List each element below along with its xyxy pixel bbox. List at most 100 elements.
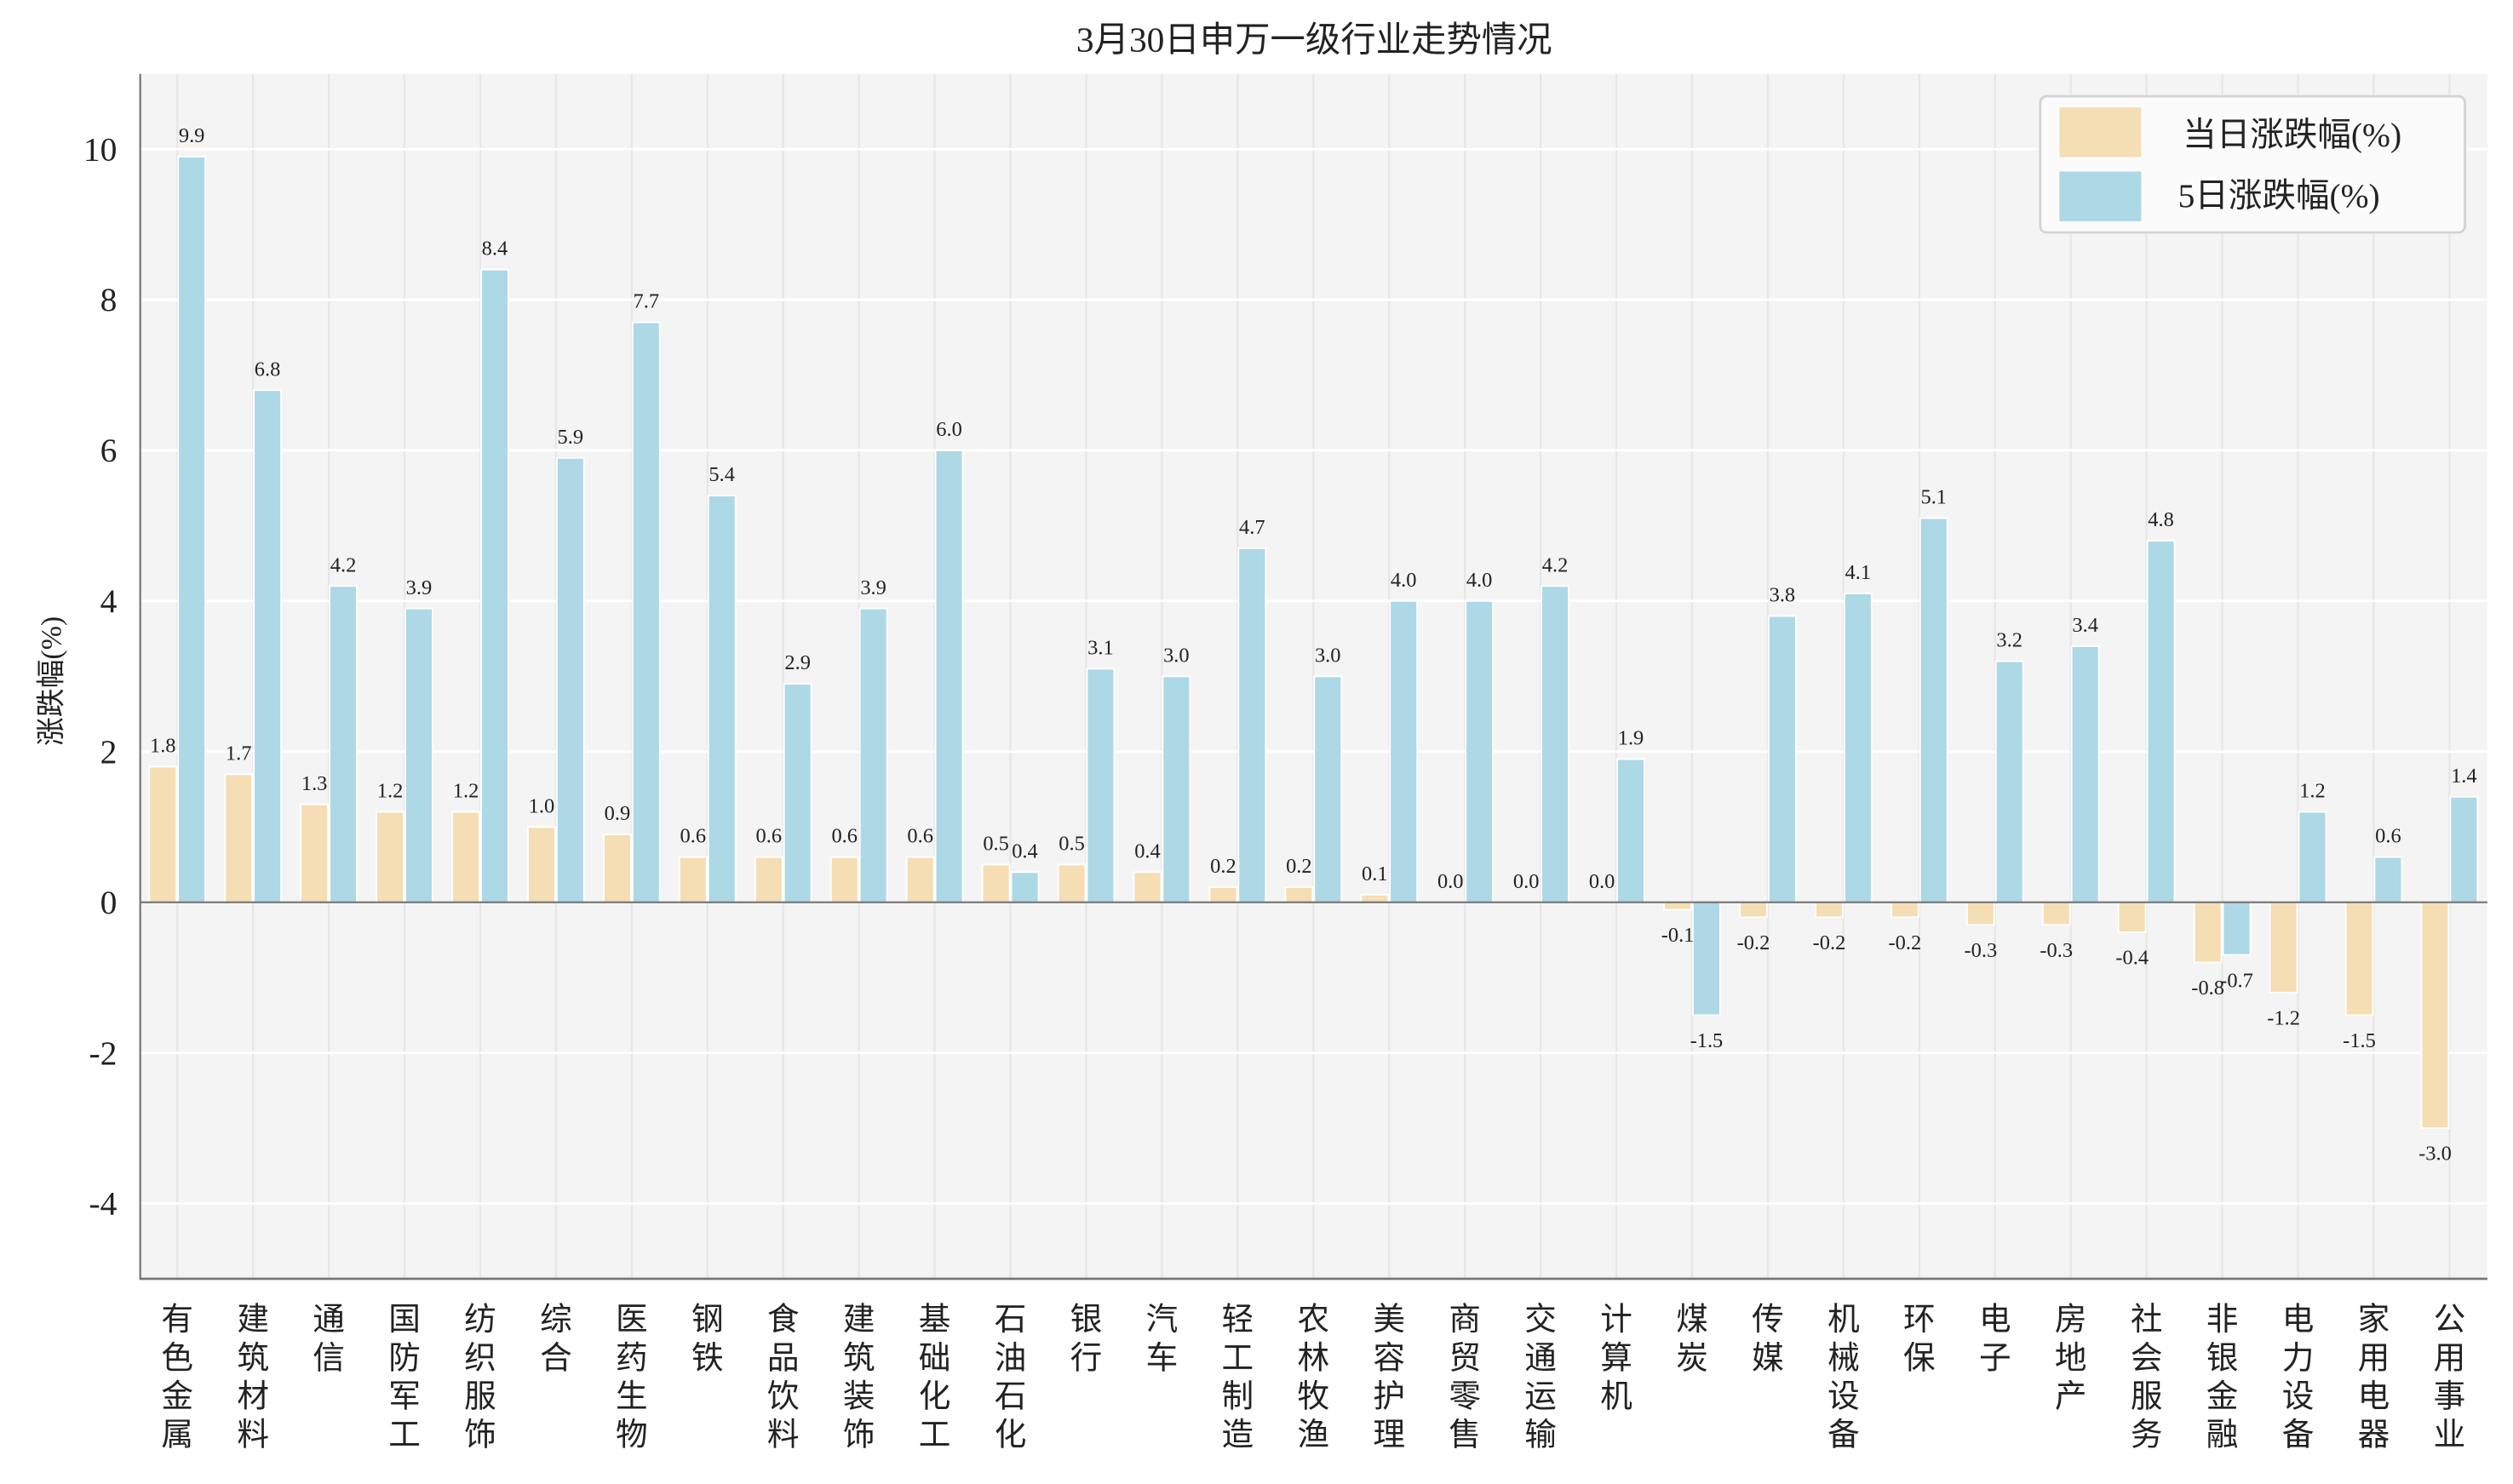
- y-tick-label: 6: [100, 432, 118, 469]
- bar-5day: [2070, 645, 2100, 903]
- x-tick-label: 美容护理: [1373, 1302, 1405, 1453]
- data-label-5day: -1.5: [1690, 1029, 1724, 1052]
- bar-5day: [1919, 517, 1948, 903]
- x-tick-label: 国防军工: [388, 1302, 421, 1453]
- data-label-5day: 4.2: [1542, 553, 1569, 576]
- data-label-5day: 3.9: [860, 576, 886, 599]
- x-tick-label: 交通运输: [1524, 1302, 1557, 1453]
- data-label-5day: 4.2: [330, 553, 357, 576]
- x-tick-label: 有色金属: [161, 1302, 193, 1453]
- y-tick-label: 8: [100, 281, 118, 318]
- data-label-today: 1.8: [150, 735, 176, 758]
- bar-today: [451, 811, 480, 903]
- data-label-5day: 0.6: [2375, 825, 2401, 848]
- bar-5day: [479, 268, 509, 903]
- x-tick-label: 银行: [1070, 1302, 1103, 1376]
- data-label-today: -1.5: [2343, 1029, 2376, 1052]
- data-label-today: -3.0: [2418, 1143, 2452, 1166]
- bar-5day: [934, 450, 964, 903]
- y-tick-label: 10: [83, 130, 118, 168]
- data-label-5day: 4.1: [1845, 561, 1872, 584]
- x-tick-label: 计算机: [1600, 1302, 1632, 1414]
- bar-5day: [783, 683, 812, 903]
- bar-today: [1663, 901, 1693, 911]
- data-label-today: 0.5: [1059, 833, 1085, 856]
- data-label-5day: -0.7: [2220, 969, 2253, 992]
- data-label-5day: 3.8: [1770, 584, 1796, 607]
- x-tick-label: 煤炭: [1676, 1302, 1708, 1376]
- legend: 当日涨跌幅(%) 5日涨跌幅(%): [2039, 95, 2466, 234]
- data-label-today: 0.6: [831, 825, 858, 848]
- bar-today: [1965, 901, 1995, 926]
- x-tick-label: 农林牧渔: [1297, 1302, 1329, 1453]
- x-tick-label: 综合: [540, 1302, 572, 1376]
- bar-5day: [1313, 675, 1343, 903]
- data-label-today: 1.0: [529, 794, 555, 817]
- bar-5day: [1237, 547, 1267, 903]
- data-label-5day: 0.4: [1012, 839, 1038, 862]
- x-tick-label: 轻工制造: [1222, 1302, 1254, 1453]
- x-tick-label: 汽车: [1146, 1302, 1179, 1376]
- bar-today: [2344, 901, 2374, 1017]
- data-label-today: 0.9: [605, 802, 631, 825]
- bar-5day: [2373, 856, 2403, 903]
- bar-today: [148, 765, 178, 903]
- x-tick-label: 纺织服饰: [464, 1302, 496, 1453]
- data-label-5day: 3.0: [1163, 644, 1190, 667]
- data-label-5day: 5.4: [709, 463, 735, 486]
- x-tick-label: 公用事业: [2434, 1302, 2466, 1453]
- bar-today: [1133, 871, 1162, 903]
- bar-5day: [1465, 599, 1495, 903]
- x-tick-label: 食品饮料: [767, 1302, 800, 1453]
- x-tick-label: 传媒: [1752, 1302, 1784, 1376]
- bar-today: [1284, 886, 1314, 903]
- data-label-5day: 8.4: [482, 238, 508, 261]
- data-label-today: 0.1: [1362, 862, 1388, 885]
- x-tick-label: 环保: [1903, 1302, 1936, 1376]
- data-label-5day: 1.2: [2299, 780, 2326, 803]
- bar-5day: [1162, 675, 1191, 903]
- data-label-today: 0.0: [1513, 870, 1540, 893]
- data-label-today: 0.0: [1437, 870, 1464, 893]
- chart-title: 3月30日申万一级行业走势情况: [1076, 20, 1552, 59]
- bar-today: [376, 811, 405, 903]
- bar-5day: [631, 321, 661, 903]
- data-label-5day: 3.1: [1087, 637, 1114, 660]
- bar-today: [829, 856, 859, 903]
- bar-5day: [2449, 795, 2479, 903]
- data-label-5day: 2.9: [784, 651, 811, 674]
- bar-5day: [555, 456, 585, 903]
- x-tick-label: 医药生物: [616, 1302, 648, 1453]
- bar-5day: [1843, 593, 1873, 903]
- data-label-5day: 5.1: [1920, 486, 1947, 509]
- data-label-today: 0.0: [1589, 870, 1615, 893]
- bar-5day: [1767, 615, 1797, 903]
- data-label-today: 0.4: [1134, 839, 1161, 862]
- y-tick-label: 0: [100, 884, 118, 921]
- data-label-today: 0.6: [680, 825, 707, 848]
- y-tick-label: -4: [89, 1185, 117, 1223]
- bar-5day: [404, 607, 433, 903]
- data-label-today: 0.6: [756, 825, 783, 848]
- data-label-5day: 3.9: [406, 576, 433, 599]
- bar-5day: [1692, 901, 1721, 1017]
- bar-5day: [858, 607, 888, 903]
- data-label-5day: 4.0: [1391, 569, 1417, 592]
- data-label-today: 1.2: [453, 780, 479, 803]
- data-label-today: -0.3: [1964, 939, 1997, 962]
- x-tick-label: 石油石化: [995, 1302, 1027, 1453]
- bar-5day: [1994, 660, 2024, 903]
- y-tick-label: 4: [100, 582, 118, 620]
- y-tick-label: -2: [89, 1034, 117, 1072]
- bar-today: [678, 856, 708, 903]
- bar-today: [300, 803, 330, 903]
- bar-5day: [1086, 668, 1116, 903]
- bar-today: [2269, 901, 2298, 994]
- bar-today: [905, 856, 935, 903]
- bar-today: [981, 863, 1011, 903]
- bar-today: [1057, 863, 1087, 903]
- bar-today: [224, 773, 254, 903]
- bar-5day: [707, 495, 737, 903]
- bar-today: [2420, 901, 2450, 1130]
